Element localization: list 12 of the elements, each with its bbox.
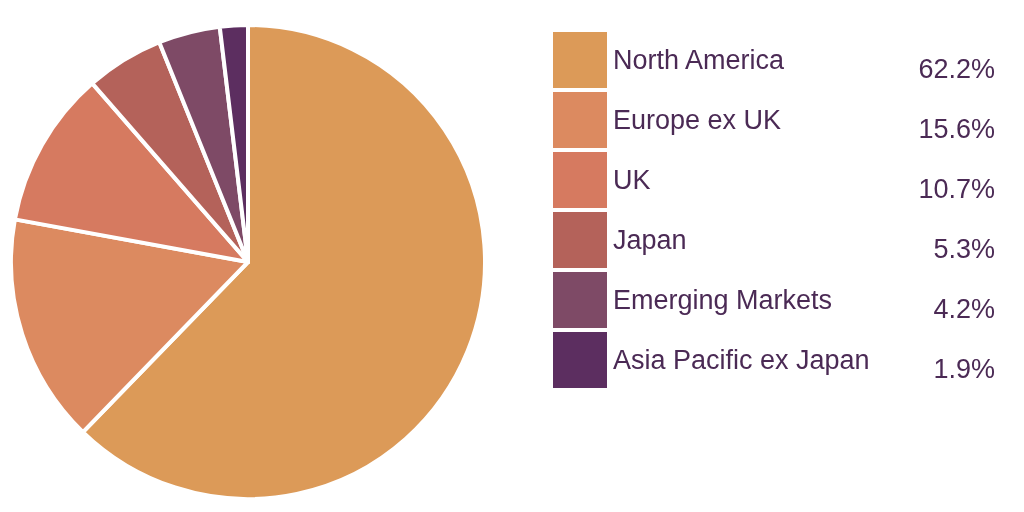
data-label: 15.6% — [918, 113, 995, 144]
data-label: 4.2% — [933, 293, 995, 324]
data-label: 1.9% — [933, 353, 995, 384]
legend-label: Europe ex UK — [613, 105, 782, 135]
legend-label: UK — [613, 165, 651, 195]
data-label: 5.3% — [933, 233, 995, 264]
legend-label: Japan — [613, 225, 687, 255]
data-label: 62.2% — [918, 53, 995, 84]
data-label: 10.7% — [918, 173, 995, 204]
legend-label: Asia Pacific ex Japan — [613, 345, 870, 375]
legend-label: North America — [613, 45, 786, 75]
legend-label: Emerging Markets — [613, 285, 833, 315]
